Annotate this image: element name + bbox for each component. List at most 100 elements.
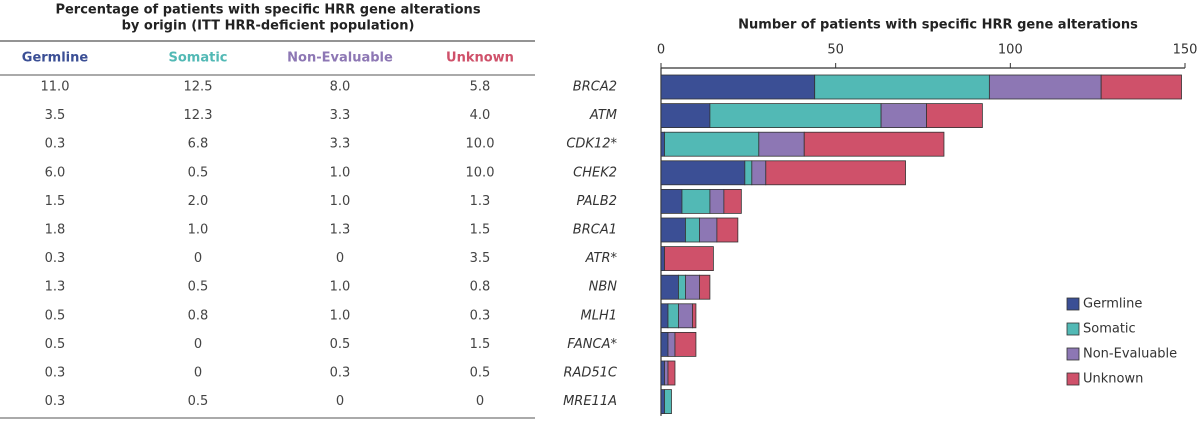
table-cell: 12.3 <box>184 108 213 123</box>
bar-segment <box>660 246 665 272</box>
table-cell: 12.5 <box>184 80 213 95</box>
y-tick-label: CHEK2 <box>573 165 617 180</box>
table-cell: 3.5 <box>470 251 491 266</box>
y-tick-label: NBN <box>589 280 618 295</box>
table-cell: 0.3 <box>45 366 66 381</box>
bar-segment <box>699 217 718 243</box>
bar-segment <box>660 131 665 157</box>
table-cell: 0.3 <box>330 366 351 381</box>
bar-segment <box>814 74 990 100</box>
table-cell: 1.3 <box>470 194 491 209</box>
table-cell: 6.0 <box>45 165 66 180</box>
table-cell: 2.0 <box>188 194 209 209</box>
bar-segment <box>667 331 676 357</box>
table-cell: 3.3 <box>330 137 351 152</box>
bar-segment <box>678 303 693 329</box>
table-cell: 0 <box>194 366 202 381</box>
table-cell: 0 <box>194 251 202 266</box>
table-cell: 1.0 <box>330 194 351 209</box>
bar-segment <box>926 103 983 128</box>
bar-segment <box>660 360 665 386</box>
table-header: Germline <box>22 51 89 66</box>
table-cell: 0 <box>336 251 344 266</box>
y-tick-label: RAD51C <box>563 366 617 381</box>
bar-segment <box>723 188 742 214</box>
bar-segment <box>709 103 882 128</box>
table-cell: 6.8 <box>188 137 209 152</box>
table-cell: 0.5 <box>188 394 209 409</box>
bar-segment <box>685 217 700 243</box>
table-cell: 1.5 <box>45 194 66 209</box>
table-cell: 0.5 <box>45 308 66 323</box>
bar-segment <box>660 188 683 214</box>
chart-title: Number of patients with specific HRR gen… <box>738 18 1138 33</box>
table-cell: 5.8 <box>470 80 491 95</box>
bar-segment <box>678 274 686 300</box>
table-cell: 1.5 <box>470 337 491 352</box>
y-tick-label: FANCA* <box>567 337 617 352</box>
bar-segment <box>660 331 669 357</box>
table-cell: 1.0 <box>330 280 351 295</box>
table-cell: 0.3 <box>45 251 66 266</box>
table-cell: 0.5 <box>470 366 491 381</box>
table-header: Unknown <box>446 51 514 66</box>
table-cell: 0 <box>336 394 344 409</box>
table-cell: 11.0 <box>41 80 70 95</box>
bar-segment <box>667 303 679 329</box>
x-tick-label: 100 <box>998 43 1023 58</box>
table-cell: 0.5 <box>188 280 209 295</box>
table-cell: 1.3 <box>45 280 66 295</box>
table-cell: 8.0 <box>330 80 351 95</box>
table-cell: 10.0 <box>466 137 495 152</box>
bar-segment <box>660 274 679 300</box>
bar-segment <box>664 246 714 272</box>
legend-swatch <box>1066 322 1080 336</box>
bar-segment <box>1100 74 1182 100</box>
bar-segment <box>751 160 767 186</box>
table-cell: 0.3 <box>470 308 491 323</box>
table-cell: 1.0 <box>330 308 351 323</box>
legend-swatch <box>1066 297 1080 311</box>
table-header: Somatic <box>169 51 228 66</box>
bar-segment <box>758 131 805 157</box>
bar-segment <box>664 131 760 157</box>
bar-segment <box>716 217 739 243</box>
bar-segment <box>699 274 711 300</box>
table-title: by origin (ITT HRR-deficient population) <box>122 19 415 34</box>
bar-segment <box>880 103 927 128</box>
y-tick-label: BRCA1 <box>573 223 617 238</box>
table-cell: 0.8 <box>188 308 209 323</box>
table-cell: 3.5 <box>45 108 66 123</box>
table-cell: 0.5 <box>45 337 66 352</box>
bar-segment <box>660 217 686 243</box>
bar-segment <box>692 303 697 329</box>
table-cell: 0.3 <box>45 137 66 152</box>
bar-segment <box>744 160 753 186</box>
y-tick-label: MRE11A <box>563 394 617 409</box>
table-cell: 1.8 <box>45 223 66 238</box>
table-cell: 0.3 <box>45 394 66 409</box>
x-tick-label: 50 <box>827 43 844 58</box>
table-cell: 0.8 <box>470 280 491 295</box>
y-tick-label: ATM <box>589 108 617 123</box>
legend-label: Non-Evaluable <box>1083 347 1177 362</box>
bar-segment <box>660 389 665 415</box>
bar-segment <box>664 389 672 415</box>
bar-segment <box>660 160 746 186</box>
table-title: Percentage of patients with specific HRR… <box>55 3 480 18</box>
legend-swatch <box>1066 372 1080 386</box>
x-tick-label: 150 <box>1173 43 1198 58</box>
bar-segment <box>803 131 945 157</box>
table-cell: 0 <box>194 337 202 352</box>
y-tick-label: MLH1 <box>580 308 617 323</box>
table-cell: 0.5 <box>188 165 209 180</box>
y-tick-label: CDK12* <box>566 137 617 152</box>
table-cell: 0 <box>476 394 484 409</box>
table-cell: 10.0 <box>466 165 495 180</box>
bar-segment <box>685 274 700 300</box>
table-header: Non-Evaluable <box>287 51 393 66</box>
table-cell: 1.3 <box>330 223 351 238</box>
bar-segment <box>681 188 711 214</box>
bar-segment <box>660 74 816 100</box>
